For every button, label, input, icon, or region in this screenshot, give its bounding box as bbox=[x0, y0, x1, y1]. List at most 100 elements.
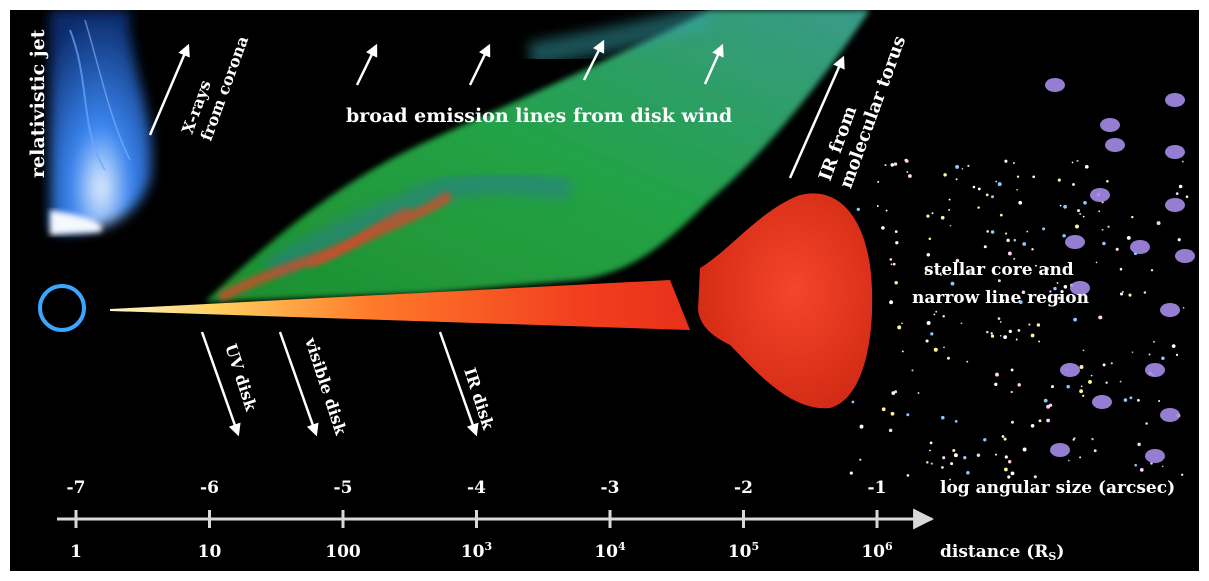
star-dot bbox=[890, 263, 893, 266]
star-dot bbox=[943, 173, 947, 177]
galaxy-blob bbox=[1100, 118, 1120, 132]
agn-structure-illustration: relativistic jet X-rays from corona broa… bbox=[27, 10, 1195, 563]
bottom-tick-label: 1 bbox=[70, 542, 82, 562]
star-dot bbox=[940, 274, 942, 276]
star-dot bbox=[1119, 380, 1122, 383]
bottom-tick-exponent: 4 bbox=[618, 540, 626, 553]
star-dot bbox=[983, 438, 987, 442]
star-dot bbox=[1131, 351, 1134, 354]
star-dot bbox=[859, 424, 864, 429]
star-dot bbox=[995, 372, 999, 377]
galaxy-blob bbox=[1165, 93, 1185, 107]
star-dot bbox=[1018, 300, 1023, 304]
agn-diagram: relativistic jet X-rays from corona broa… bbox=[10, 10, 1199, 571]
star-dot bbox=[1045, 266, 1049, 271]
star-dot bbox=[1105, 381, 1108, 384]
star-dot bbox=[960, 322, 963, 325]
star-dot bbox=[1007, 475, 1011, 479]
star-dot bbox=[1062, 234, 1066, 238]
star-dot bbox=[997, 182, 1002, 187]
star-dot bbox=[1010, 471, 1015, 476]
star-dot bbox=[1134, 463, 1137, 467]
galaxy-blob bbox=[1175, 249, 1195, 263]
star-dot bbox=[953, 453, 958, 458]
star-dot bbox=[1038, 340, 1041, 343]
bottom-tick-base: 10 bbox=[198, 542, 222, 562]
star-dot bbox=[1082, 349, 1085, 352]
star-dot bbox=[935, 310, 938, 313]
star-dot bbox=[941, 466, 944, 469]
star-dot bbox=[926, 214, 930, 218]
star-dot bbox=[1066, 384, 1070, 389]
star-dot bbox=[889, 300, 894, 305]
stellar-label-line1: stellar core and bbox=[924, 260, 1074, 280]
star-dot bbox=[1107, 225, 1110, 229]
star-dot bbox=[1185, 195, 1189, 199]
bottom-tick-base: 10 bbox=[861, 542, 885, 562]
star-dot bbox=[1082, 215, 1085, 218]
star-dot bbox=[929, 441, 933, 445]
wind-arrow-2 bbox=[468, 43, 491, 86]
star-dot bbox=[924, 271, 927, 274]
star-dot bbox=[1129, 396, 1133, 400]
uv-disk-arrow bbox=[200, 331, 241, 437]
star-dot bbox=[1106, 180, 1109, 183]
star-dot bbox=[1022, 242, 1027, 246]
bottom-tick-label: 100 bbox=[325, 542, 361, 562]
galaxy-blob bbox=[1070, 281, 1090, 295]
star-dot bbox=[933, 313, 936, 316]
galaxy-blob bbox=[1160, 303, 1180, 317]
star-dot bbox=[889, 258, 893, 261]
visible-disk-label: visible disk bbox=[301, 334, 351, 438]
star-dot bbox=[897, 325, 902, 330]
star-dot bbox=[926, 461, 929, 464]
star-dot bbox=[977, 187, 981, 191]
star-dot bbox=[1137, 442, 1141, 447]
star-dot bbox=[985, 193, 989, 197]
star-dot bbox=[1048, 300, 1051, 303]
star-dot bbox=[999, 213, 1003, 217]
star-dot bbox=[1028, 323, 1031, 326]
star-dot bbox=[1016, 189, 1018, 191]
star-dot bbox=[859, 458, 862, 461]
stellar-label-line2: narrow line region bbox=[912, 288, 1089, 308]
bottom-axis-title-main: distance (R bbox=[940, 542, 1049, 562]
galaxy-blob bbox=[1165, 198, 1185, 212]
star-dot bbox=[1063, 284, 1068, 289]
star-dot bbox=[1139, 467, 1144, 472]
star-dot bbox=[1123, 398, 1128, 402]
star-dot bbox=[952, 448, 956, 453]
star-dot bbox=[942, 456, 946, 460]
star-dot bbox=[925, 339, 929, 343]
star-dot bbox=[1026, 230, 1029, 233]
star-dot bbox=[1048, 403, 1053, 407]
star-dot bbox=[906, 171, 909, 173]
star-dot bbox=[1122, 291, 1124, 293]
star-dot bbox=[991, 195, 994, 199]
star-dot bbox=[1050, 385, 1055, 389]
star-dot bbox=[1032, 175, 1036, 179]
star-dot bbox=[1006, 238, 1010, 243]
star-dot bbox=[1018, 200, 1023, 205]
galaxy-blob bbox=[1050, 443, 1070, 457]
top-tick-label: -1 bbox=[868, 478, 887, 498]
star-dot bbox=[1181, 160, 1184, 163]
star-dot bbox=[948, 208, 951, 211]
star-dot bbox=[1004, 159, 1008, 163]
galaxy-blob bbox=[1145, 363, 1165, 377]
star-dot bbox=[894, 280, 898, 285]
star-dot bbox=[892, 262, 896, 266]
top-tick-label: -2 bbox=[734, 478, 753, 498]
star-dot bbox=[1072, 438, 1075, 441]
star-dot bbox=[1095, 261, 1098, 264]
star-dot bbox=[1076, 159, 1079, 162]
star-dot bbox=[1102, 241, 1106, 246]
star-dot bbox=[1079, 389, 1083, 394]
star-dot bbox=[890, 163, 895, 167]
star-dot bbox=[901, 322, 903, 325]
top-tick-label: -5 bbox=[334, 478, 353, 498]
star-dot bbox=[955, 258, 960, 263]
star-dot bbox=[958, 273, 962, 276]
star-dot bbox=[977, 206, 980, 209]
